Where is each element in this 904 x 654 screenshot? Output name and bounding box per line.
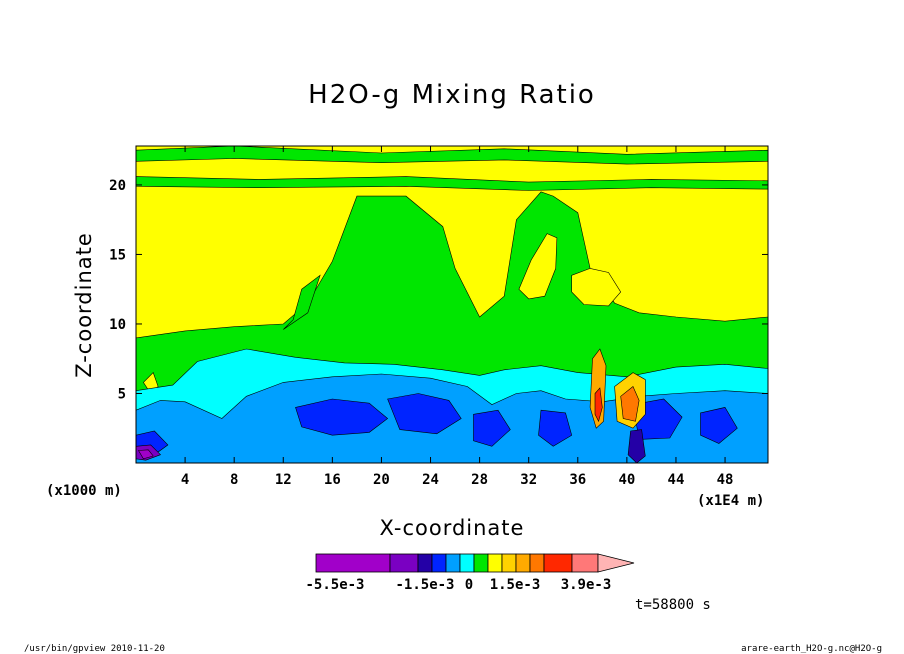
y-tick-label: 15 xyxy=(109,247,126,263)
contour-region-23 xyxy=(627,429,646,463)
colorbar-label: 1.5e-3 xyxy=(490,577,541,593)
contour-region-0 xyxy=(136,146,768,165)
footer-left: /usr/bin/gpview 2010-11-20 xyxy=(24,644,165,654)
colorbar-box-10 xyxy=(529,553,545,573)
y-tick-label: 20 xyxy=(109,178,126,194)
colorbar-label: 0 xyxy=(465,577,473,593)
x-unit-left: (x1000 m) xyxy=(46,483,122,499)
x-tick-label: 8 xyxy=(230,472,238,488)
x-unit-right: (x1E4 m) xyxy=(697,493,764,509)
x-tick-label: 24 xyxy=(422,472,439,488)
contour-region-1 xyxy=(136,176,768,191)
contour-field xyxy=(136,146,768,463)
x-tick-label: 44 xyxy=(668,472,685,488)
colorbar-box-12 xyxy=(571,553,599,573)
contour-region-10 xyxy=(295,398,389,436)
colorbar-box-0 xyxy=(315,553,391,573)
x-tick-label: 32 xyxy=(520,472,537,488)
contour-region-11 xyxy=(387,393,462,435)
colorbar-labels: -5.5e-3 -1.5e-3 0 1.5e-3 3.9e-3 xyxy=(305,577,611,593)
contour-region-20 xyxy=(620,386,640,422)
colorbar-label: -5.5e-3 xyxy=(305,577,364,593)
plot-frame xyxy=(135,145,769,464)
chart-title: H2O-g Mixing Ratio xyxy=(308,80,596,110)
contour-region-5 xyxy=(571,268,622,307)
contour-region-22 xyxy=(594,387,603,423)
time-annotation: t=58800 s xyxy=(635,597,711,613)
x-tick-label: 12 xyxy=(275,472,292,488)
x-tick-label: 20 xyxy=(373,472,390,488)
x-tick-label: 28 xyxy=(471,472,488,488)
contour-region-12 xyxy=(473,409,511,447)
y-axis: 5 10 15 20 xyxy=(109,178,768,402)
colorbar-label: 3.9e-3 xyxy=(561,577,612,593)
colorbar-box-3 xyxy=(431,553,447,573)
colorbar-box-5 xyxy=(459,553,475,573)
y-tick-label: 5 xyxy=(118,386,126,402)
y-axis-label: Z-coordinate xyxy=(72,232,96,378)
y-tick-label: 10 xyxy=(109,317,126,333)
colorbar-box-8 xyxy=(501,553,517,573)
contour-region-15 xyxy=(700,407,738,444)
contour-region-3 xyxy=(283,274,321,330)
contour-region-18 xyxy=(137,449,154,460)
x-tick-label: 16 xyxy=(324,472,341,488)
colorbar-box-2 xyxy=(417,553,433,573)
x-tick-label: 36 xyxy=(569,472,586,488)
x-tick-label: 4 xyxy=(181,472,189,488)
colorbar-box-7 xyxy=(487,553,503,573)
colorbar xyxy=(315,553,635,573)
colorbar-box-11 xyxy=(543,553,573,573)
contour-region-4 xyxy=(518,233,558,300)
colorbar-box-4 xyxy=(445,553,461,573)
colorbar-box-9 xyxy=(515,553,531,573)
colorbar-box-1 xyxy=(389,553,419,573)
colorbar-box-6 xyxy=(473,553,489,573)
colorbar-extend-arrow xyxy=(597,553,635,573)
footer-right: arare-earth_H2O-g.nc@H2O-g xyxy=(741,644,882,654)
x-axis-label: X-coordinate xyxy=(380,516,525,540)
x-tick-label: 40 xyxy=(618,472,635,488)
x-tick-label: 48 xyxy=(717,472,734,488)
x-axis: 4 8 12 16 20 24 28 32 36 40 44 48 xyxy=(181,146,734,488)
contour-region-13 xyxy=(538,409,573,447)
colorbar-label: -1.5e-3 xyxy=(395,577,454,593)
